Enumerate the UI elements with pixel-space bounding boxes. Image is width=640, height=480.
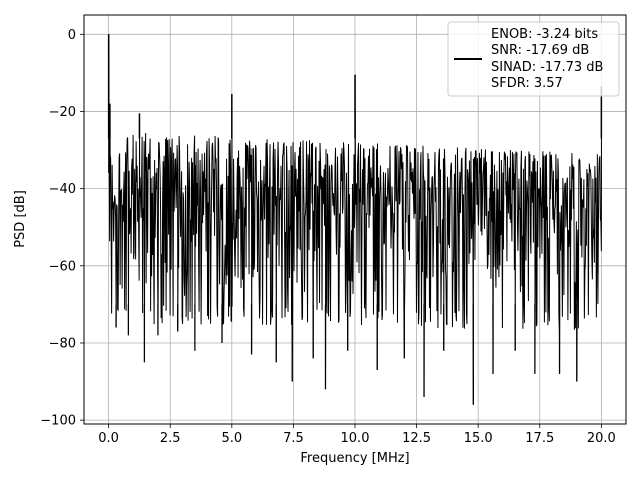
x-tick-label: 15.0 bbox=[464, 431, 493, 446]
y-tick-label: −100 bbox=[40, 414, 76, 429]
legend-entry-sfdr: SFDR: 3.57 bbox=[491, 76, 563, 91]
legend-entry-snr: SNR: -17.69 dB bbox=[491, 43, 589, 58]
x-tick-label: 7.5 bbox=[283, 431, 304, 446]
psd-trace bbox=[108, 34, 603, 405]
legend-box bbox=[447, 21, 620, 97]
x-tick-label: 5.0 bbox=[221, 431, 242, 446]
x-tick-label: 0.0 bbox=[98, 431, 119, 446]
y-tick-label: −20 bbox=[49, 105, 76, 120]
x-tick-label: 12.5 bbox=[402, 431, 431, 446]
y-tick-label: −60 bbox=[49, 259, 76, 274]
legend-entry-enob: ENOB: -3.24 bits bbox=[491, 27, 598, 42]
y-axis-label: PSD [dB] bbox=[13, 190, 28, 248]
x-tick-label: 20.0 bbox=[587, 431, 616, 446]
y-tick-label: −40 bbox=[49, 182, 76, 197]
x-tick-label: 17.5 bbox=[525, 431, 554, 446]
y-tick-label: 0 bbox=[68, 28, 76, 43]
plot-area bbox=[107, 34, 603, 405]
x-tick-label: 2.5 bbox=[160, 431, 181, 446]
y-axis-ticks: 0 −20 −40 −60 −80 −100 bbox=[40, 28, 84, 429]
x-axis-label: Frequency [MHz] bbox=[300, 451, 409, 466]
legend: ENOB: -3.24 bits SNR: -17.69 dB SINAD: -… bbox=[447, 21, 620, 97]
y-tick-label: −80 bbox=[49, 336, 76, 351]
x-tick-label: 10.0 bbox=[341, 431, 370, 446]
x-axis-ticks: 0.0 2.5 5.0 7.5 10.0 12.5 15.0 17.5 20.0 bbox=[98, 424, 616, 446]
legend-entry-sinad: SINAD: -17.73 dB bbox=[491, 60, 603, 75]
